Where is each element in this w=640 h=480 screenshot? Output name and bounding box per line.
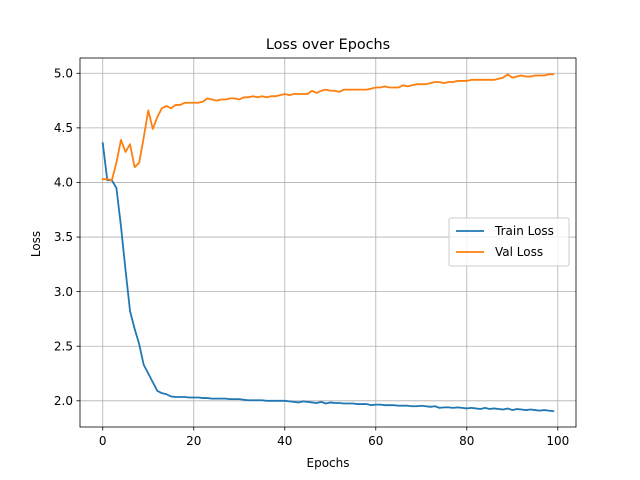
x-tick-label: 80 bbox=[459, 434, 474, 448]
x-tick-label: 20 bbox=[186, 434, 201, 448]
y-tick-label: 3.5 bbox=[54, 230, 73, 244]
y-tick-label: 3.0 bbox=[54, 285, 73, 299]
x-tick-label: 40 bbox=[277, 434, 292, 448]
x-tick-label: 100 bbox=[546, 434, 569, 448]
y-tick-label: 5.0 bbox=[54, 66, 73, 80]
axis-ticks: 0 20 40 60 80 100 2.0 2.5 3.0 3.5 4.0 4.5 5.0 bbox=[54, 66, 569, 448]
legend-label-val-loss: Val Loss bbox=[495, 245, 543, 259]
series-lines bbox=[101, 73, 555, 413]
legend: Train Loss Val Loss bbox=[448, 217, 570, 267]
y-axis-label: Loss bbox=[29, 231, 43, 257]
series-line-train-loss bbox=[101, 142, 555, 413]
y-tick-label: 4.0 bbox=[54, 176, 73, 190]
series-line-val-loss bbox=[101, 73, 555, 182]
x-tick-label: 60 bbox=[368, 434, 383, 448]
plot-area-frame bbox=[79, 57, 577, 428]
y-tick-label: 4.5 bbox=[54, 121, 73, 135]
legend-frame bbox=[448, 217, 570, 267]
y-tick-label: 2.0 bbox=[54, 394, 73, 408]
x-axis-label: Epochs bbox=[307, 456, 350, 470]
chart-title: Loss over Epochs bbox=[266, 37, 390, 53]
legend-label-train-loss: Train Loss bbox=[494, 224, 554, 238]
y-tick-label: 2.5 bbox=[54, 339, 73, 353]
x-tick-label: 0 bbox=[99, 434, 107, 448]
